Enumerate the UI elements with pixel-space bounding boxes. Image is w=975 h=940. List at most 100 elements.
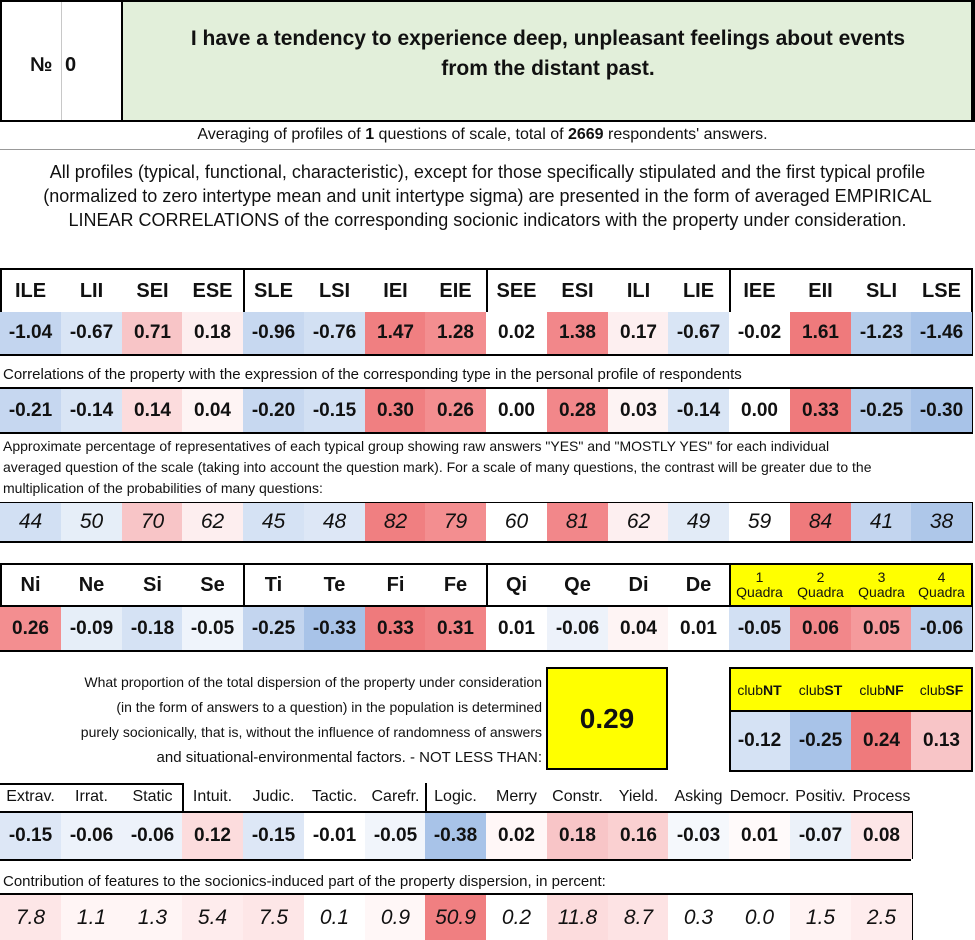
trait-value-cell: -0.15 bbox=[0, 813, 61, 859]
trait-header-cell: Judic. bbox=[243, 785, 304, 809]
trait-contribution-cell: 1.3 bbox=[122, 895, 183, 940]
grid-vline bbox=[971, 502, 973, 541]
club-value-cell: -0.25 bbox=[790, 712, 851, 770]
quadra-header-cell: 4 Quadra bbox=[911, 565, 972, 605]
club-code: NF bbox=[885, 681, 904, 698]
quadra-word: Quadra bbox=[736, 584, 783, 600]
trait-value-cell: -0.07 bbox=[790, 813, 851, 859]
type-header-cell: ILE bbox=[0, 270, 61, 312]
quadra-header-cell: 2 Quadra bbox=[790, 565, 851, 605]
type-correlation-cell: 0.00 bbox=[729, 389, 790, 432]
type-header-cell: SLI bbox=[851, 270, 912, 312]
type-percent-cell: 62 bbox=[182, 503, 243, 541]
dispersion-value: 0.29 bbox=[546, 667, 668, 770]
type-header-cell: SEE bbox=[486, 270, 547, 312]
averaging-divider bbox=[0, 149, 975, 150]
club-value-cell: 0.13 bbox=[911, 712, 972, 770]
quadra-value-cell: 0.05 bbox=[851, 607, 912, 650]
type-correlation-cell: 0.04 bbox=[182, 389, 243, 432]
function-header-cell: Fi bbox=[365, 565, 426, 605]
type-percent-cell: 62 bbox=[608, 503, 669, 541]
quadra-header-cell: 1 Quadra bbox=[729, 565, 790, 605]
quadra-word: Quadra bbox=[797, 584, 844, 600]
type-correlation-cell: 0.14 bbox=[122, 389, 183, 432]
type-correlation-cell: 0.03 bbox=[608, 389, 669, 432]
function-value-cell: -0.18 bbox=[122, 607, 183, 650]
function-value-cell: 0.33 bbox=[365, 607, 426, 650]
type-correlation-cell: 0.33 bbox=[790, 389, 851, 432]
quadra-number: 1 bbox=[755, 569, 764, 585]
type-correlation-cell: -0.25 bbox=[851, 389, 912, 432]
type-header-cell: LII bbox=[61, 270, 122, 312]
function-header-cell: Qe bbox=[547, 565, 608, 605]
trait-contribution-cell: 1.5 bbox=[790, 895, 851, 940]
description-line-3: LINEAR CORRELATIONS of the corresponding… bbox=[68, 210, 907, 230]
trait-header-cell: Carefr. bbox=[365, 785, 426, 809]
grid-hline bbox=[0, 859, 911, 861]
quadra-number: 4 bbox=[937, 569, 946, 585]
club-prefix: club bbox=[859, 681, 885, 698]
title-box bbox=[121, 0, 973, 122]
type-percent-cell: 60 bbox=[486, 503, 547, 541]
type-normalized-cell: -1.46 bbox=[911, 312, 972, 354]
trait-contribution-cell: 0.3 bbox=[668, 895, 729, 940]
title-line-2: from the distant past. bbox=[441, 57, 655, 80]
averaging-text: Averaging of profiles of 1 questions of … bbox=[0, 126, 965, 144]
type-normalized-cell: 0.02 bbox=[486, 312, 547, 354]
trait-header-cell: Yield. bbox=[608, 785, 669, 809]
type-correlation-cell: 0.26 bbox=[425, 389, 486, 432]
function-value-cell: -0.05 bbox=[182, 607, 243, 650]
grid-hline bbox=[0, 783, 184, 785]
trait-value-cell: -0.03 bbox=[668, 813, 729, 859]
type-header-cell: EIE bbox=[425, 270, 486, 312]
trait-contribution-cell: 0.1 bbox=[304, 895, 365, 940]
trait-header-cell: Irrat. bbox=[61, 785, 122, 809]
type-header-cell: LSI bbox=[304, 270, 365, 312]
type-correlation-cell: 0.30 bbox=[365, 389, 426, 432]
function-header-cell: Si bbox=[122, 565, 183, 605]
function-header-cell: Di bbox=[608, 565, 669, 605]
trait-contribution-cell: 2.5 bbox=[851, 895, 912, 940]
type-percent-cell: 81 bbox=[547, 503, 608, 541]
number-divider bbox=[61, 2, 62, 120]
type-normalized-cell: -0.76 bbox=[304, 312, 365, 354]
trait-header-cell: Process bbox=[851, 785, 912, 809]
type-header-cell: ILI bbox=[608, 270, 669, 312]
percent-caption-line-2: averaged question of the scale (taking i… bbox=[3, 459, 872, 475]
function-header-cell: Te bbox=[304, 565, 365, 605]
club-border bbox=[729, 667, 731, 772]
type-header-cell: LSE bbox=[911, 270, 972, 312]
club-value-cell: -0.12 bbox=[729, 712, 790, 770]
dispersion-line-4: and situational-environmental factors. -… bbox=[156, 749, 542, 766]
type-percent-cell: 41 bbox=[851, 503, 912, 541]
trait-header-cell: Logic. bbox=[425, 785, 486, 809]
percent-caption-line-1: Approximate percentage of representative… bbox=[3, 438, 830, 454]
trait-value-cell: 0.18 bbox=[547, 813, 608, 859]
type-correlation-cell: -0.30 bbox=[911, 389, 972, 432]
trait-contribution-cell: 0.9 bbox=[365, 895, 426, 940]
trait-contribution-cell: 50.9 bbox=[425, 895, 486, 940]
type-correlation-cell: -0.15 bbox=[304, 389, 365, 432]
function-value-cell: 0.31 bbox=[425, 607, 486, 650]
club-prefix: club bbox=[737, 681, 763, 698]
club-border bbox=[729, 770, 973, 772]
title-line-1: I have a tendency to experience deep, un… bbox=[190, 27, 906, 50]
function-value-cell: -0.06 bbox=[547, 607, 608, 650]
club-code: SF bbox=[945, 681, 964, 698]
type-correlation-cell: -0.14 bbox=[668, 389, 729, 432]
trait-header-cell: Positiv. bbox=[790, 785, 851, 809]
trait-contribution-cell: 11.8 bbox=[547, 895, 608, 940]
trait-header-cell: Tactic. bbox=[304, 785, 365, 809]
function-header-cell: Ni bbox=[0, 565, 61, 605]
type-normalized-cell: 1.47 bbox=[365, 312, 426, 354]
type-correlation-cell: -0.21 bbox=[0, 389, 61, 432]
description-line-1: All profiles (typical, functional, chara… bbox=[49, 162, 926, 182]
grid-vline bbox=[911, 811, 913, 859]
trait-header-cell: Extrav. bbox=[0, 785, 61, 809]
grid-vline bbox=[971, 563, 973, 652]
trait-value-cell: -0.05 bbox=[365, 813, 426, 859]
number-value: 0 bbox=[65, 54, 77, 76]
grid-vline bbox=[182, 783, 184, 811]
trait-contribution-cell: 0.2 bbox=[486, 895, 547, 940]
grid-hline bbox=[0, 811, 911, 813]
